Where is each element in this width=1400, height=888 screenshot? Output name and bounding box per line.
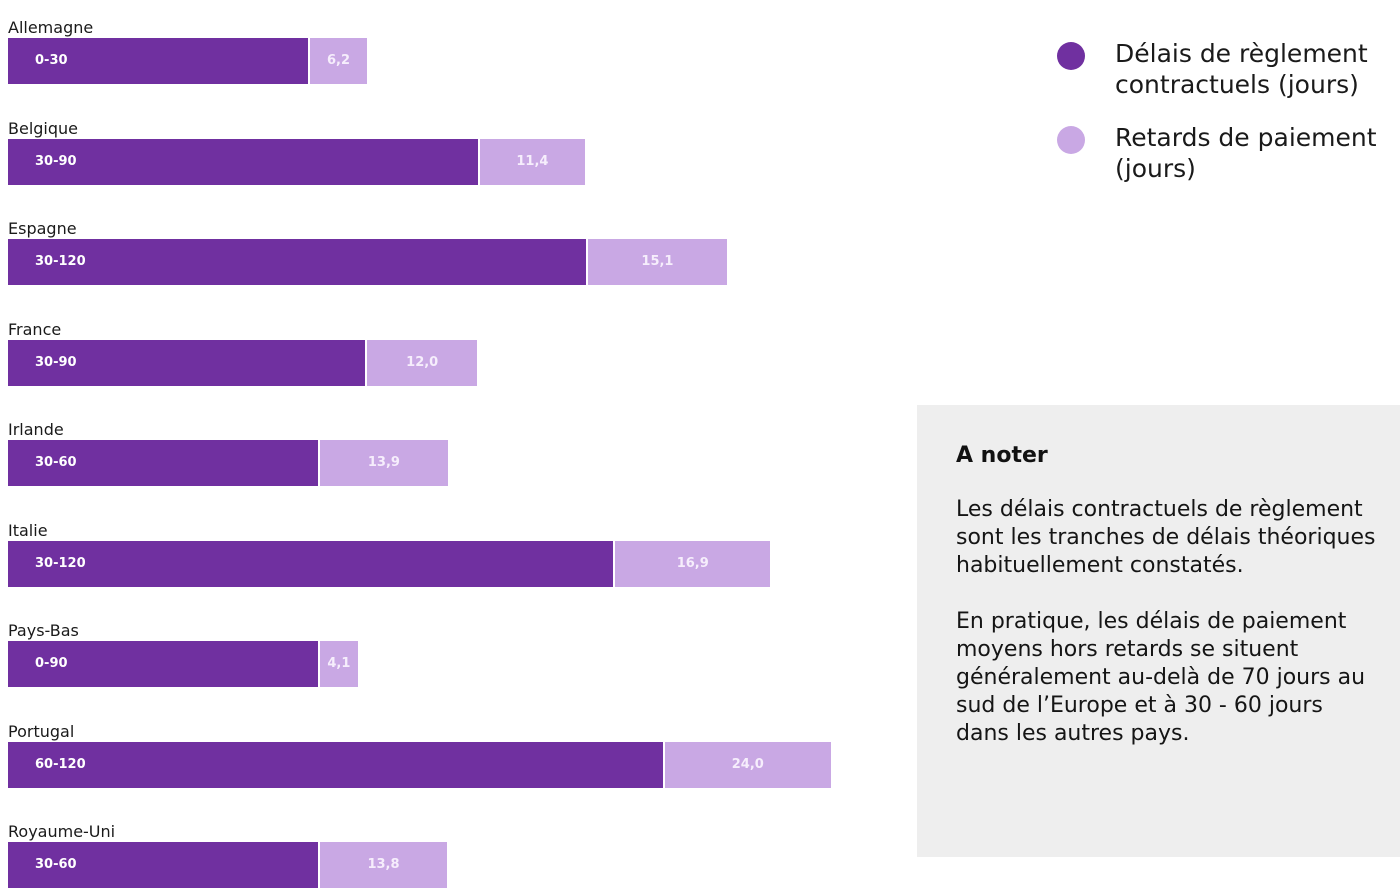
bar-contractual: 30-90 [8,138,478,185]
bar-delay: 13,9 [320,440,448,486]
chart-legend: Délais de règlement contractuels (jours)… [1055,38,1395,206]
country-label: Espagne [8,219,77,238]
note-box: A noter Les délais contractuels de règle… [917,405,1400,857]
country-label: Italie [8,520,48,540]
bar-contractual: 30-60 [8,440,318,486]
bar-delay: 6,2 [310,38,368,84]
bar-contractual-label: 0-30 [35,53,68,68]
note-title: A noter [956,443,1048,468]
bar-delay-label: 4,1 [327,656,351,671]
legend-label-delays: Retards de paiement (jours) [1115,123,1377,183]
bar-contractual: 30-60 [8,842,318,888]
bar-delay: 24,0 [665,741,831,788]
bar-contractual: 30-120 [8,540,613,587]
bar-contractual-label: 30-90 [35,354,77,370]
bar-delay: 11,4 [480,138,585,185]
legend-circle-icon-dark-purple [1057,42,1085,70]
legend-circle-icon-light-purple [1057,126,1085,154]
bar-contractual: 0-90 [8,641,318,687]
bar-contractual-label: 30-60 [35,857,77,872]
bar-delay-label: 12,0 [406,354,439,370]
bar-contractual-label: 30-120 [35,254,86,269]
bar-contractual: 30-90 [8,339,365,386]
country-label: Pays-Bas [8,621,79,640]
bar-contractual-label: 60-120 [35,756,86,772]
country-label: Belgique [8,118,79,138]
bar-contractual-label: 0-90 [35,656,68,671]
legend-item-contractual: Délais de règlement contractuels (jours) [1055,38,1395,100]
bar-contractual: 0-30 [8,38,308,84]
bar-delay-label: 13,8 [367,857,400,872]
bar-contractual-label: 30-60 [35,455,77,470]
bar-delay: 16,9 [615,540,771,587]
note-paragraph-1: Les délais contractuels de règlement son… [956,497,1376,578]
country-label: Allemagne [8,18,94,37]
country-label: Portugal [8,721,75,741]
country-label: Royaume-Uni [8,822,116,841]
payment-terms-chart: Allemagne 0-30 6,2 Belgique 30-90 11,4 Espagne… [8,18,831,888]
country-label: France [8,319,62,339]
bar-delay-label: 11,4 [516,153,549,169]
country-label: Irlande [8,420,64,439]
bar-contractual-label: 30-90 [35,153,77,169]
bar-delay-label: 6,2 [327,53,351,68]
bar-delay-label: 24,0 [731,756,764,772]
bar-contractual-label: 30-120 [35,555,86,571]
bar-delay-label: 16,9 [676,555,709,571]
bar-delay: 15,1 [588,239,727,285]
bar-delay-label: 15,1 [641,254,674,269]
note-paragraph-2: En pratique, les délais de paiement moye… [956,609,1366,746]
bar-contractual: 30-120 [8,239,586,285]
legend-label-contractual: Délais de règlement contractuels (jours) [1115,39,1368,99]
bar-delay: 13,8 [320,842,447,888]
bar-delay-label: 13,9 [367,455,400,470]
bar-delay: 12,0 [367,339,478,386]
legend-item-delays: Retards de paiement (jours) [1055,122,1395,184]
bar-delay: 4,1 [320,641,358,687]
bar-contractual: 60-120 [8,741,663,788]
